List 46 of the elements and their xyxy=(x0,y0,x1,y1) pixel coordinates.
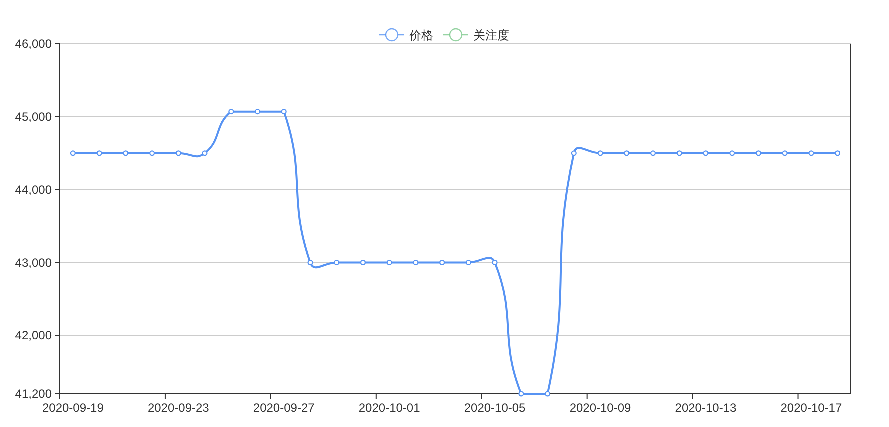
y-tick-label: 45,000 xyxy=(15,110,52,124)
legend-label: 价格 xyxy=(408,28,434,42)
point xyxy=(466,260,472,266)
point xyxy=(123,150,129,156)
y-tick-label: 43,000 xyxy=(15,256,52,270)
point xyxy=(518,391,524,397)
point xyxy=(70,150,76,156)
point xyxy=(676,150,682,156)
x-tick-label: 2020-09-19 xyxy=(42,401,104,415)
point xyxy=(360,260,366,266)
point xyxy=(835,150,841,156)
point xyxy=(730,150,736,156)
point xyxy=(281,109,287,115)
point xyxy=(255,109,260,115)
y-tick-label: 46,000 xyxy=(15,37,52,51)
point xyxy=(624,150,630,156)
x-tick-label: 2020-10-13 xyxy=(675,401,737,415)
x-tick-label: 2020-09-23 xyxy=(148,401,210,415)
y-tick-label: 44,000 xyxy=(15,182,52,197)
point xyxy=(413,260,419,266)
x-tick-label: 2020-10-09 xyxy=(570,401,632,415)
point xyxy=(545,391,551,397)
point xyxy=(650,150,656,156)
point xyxy=(228,109,234,115)
point xyxy=(782,150,788,156)
point xyxy=(571,150,577,156)
x-tick-label: 2020-10-05 xyxy=(464,401,526,415)
x-tick-label: 2020-09-27 xyxy=(253,401,316,415)
y-tick-label: 41,200 xyxy=(15,387,52,401)
x-tick-label: 2020-10-17 xyxy=(780,401,842,415)
point xyxy=(808,150,814,156)
point xyxy=(386,260,392,266)
point xyxy=(492,260,498,266)
point xyxy=(96,150,102,156)
point xyxy=(756,150,762,156)
x-tick-label: 2020-10-01 xyxy=(358,401,421,415)
y-tick-label: 42,000 xyxy=(15,328,52,343)
point xyxy=(308,260,314,266)
point xyxy=(150,150,156,156)
point xyxy=(202,150,208,156)
point xyxy=(440,260,446,266)
point xyxy=(598,150,604,156)
point xyxy=(703,150,709,156)
point xyxy=(334,260,340,266)
legend-label: 关注度 xyxy=(474,28,510,42)
point xyxy=(176,150,182,156)
